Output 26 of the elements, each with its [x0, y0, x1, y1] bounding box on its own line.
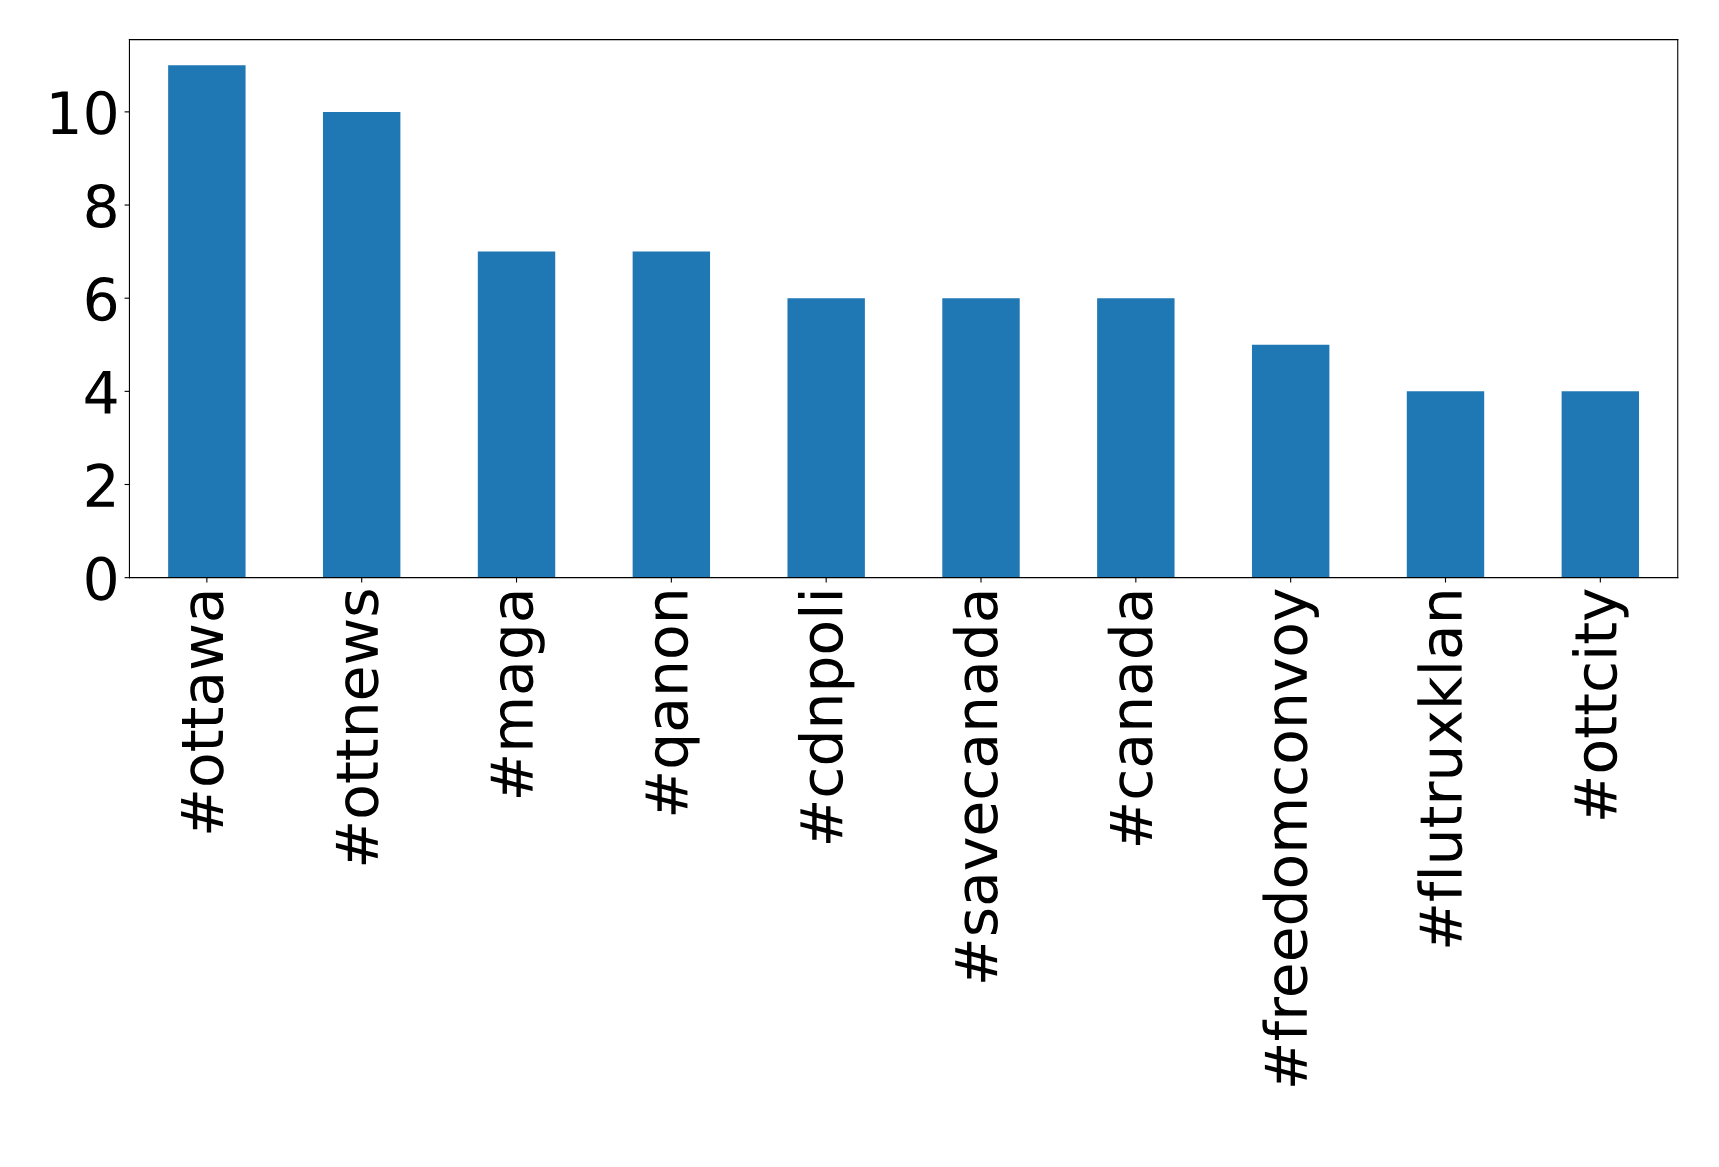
y-tick-label: 0: [86, 556, 116, 601]
bar: [632, 251, 711, 578]
bar: [1406, 391, 1485, 578]
x-tick-label: #maga: [490, 592, 545, 798]
x-tick-label: #qanon: [645, 592, 700, 815]
x-tick-label: #ottcity: [1572, 589, 1629, 819]
bar: [942, 298, 1020, 578]
y-tick-label: 6: [86, 277, 117, 322]
x-tick-label: #cdnpoli: [797, 592, 855, 843]
bar: [1251, 344, 1330, 578]
bar: [477, 251, 556, 578]
x-tick-label: #canada: [1107, 592, 1153, 846]
x-tick-label: #ottawa: [181, 592, 224, 833]
y-tick-label: 8: [86, 183, 116, 229]
bar: [322, 111, 401, 578]
bar: [168, 65, 246, 578]
x-tick-label: #freedomconvoy: [1262, 589, 1319, 1086]
bar: [1097, 298, 1175, 578]
bar: [787, 298, 865, 578]
x-tick-label: #flutruxklan: [1417, 592, 1463, 947]
x-tick-label: #ottnews: [335, 590, 379, 865]
bar: [1561, 391, 1640, 578]
y-tick-label: 4: [85, 370, 117, 414]
y-tick-label: 10: [51, 90, 116, 135]
y-tick-label: 2: [86, 463, 114, 507]
x-tick-label: #savecanada: [952, 592, 998, 982]
